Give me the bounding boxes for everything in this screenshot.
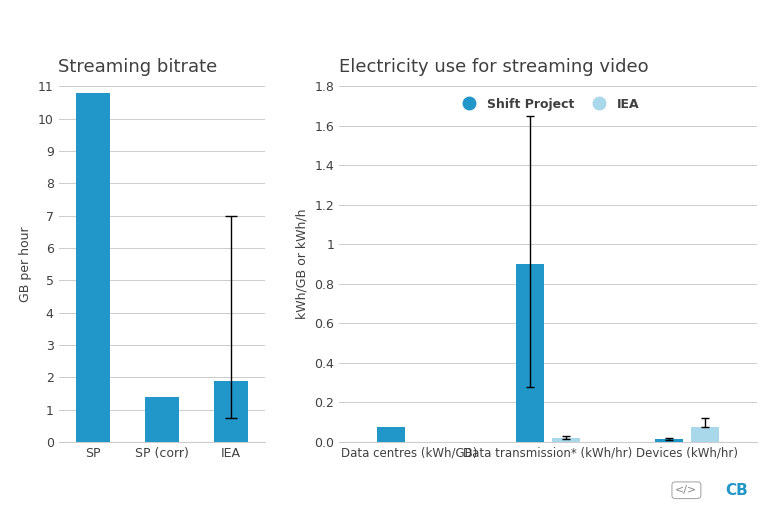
Bar (214, 380, 248, 442)
Y-axis label: GB per hour: GB per hour (20, 227, 32, 302)
Bar (144, 397, 179, 442)
Bar (516, 264, 544, 442)
Text: </>: </> (675, 485, 697, 495)
Legend: Shift Project, IEA: Shift Project, IEA (452, 92, 644, 116)
Bar (655, 439, 682, 442)
Text: Streaming bitrate: Streaming bitrate (58, 58, 218, 77)
Bar (76, 93, 110, 442)
Y-axis label: kWh/GB or kWh/h: kWh/GB or kWh/h (296, 209, 309, 320)
Bar (691, 427, 719, 442)
Text: CB: CB (725, 483, 749, 498)
Bar (377, 427, 405, 442)
Text: Electricity use for streaming video: Electricity use for streaming video (339, 58, 649, 77)
Bar (552, 437, 580, 442)
